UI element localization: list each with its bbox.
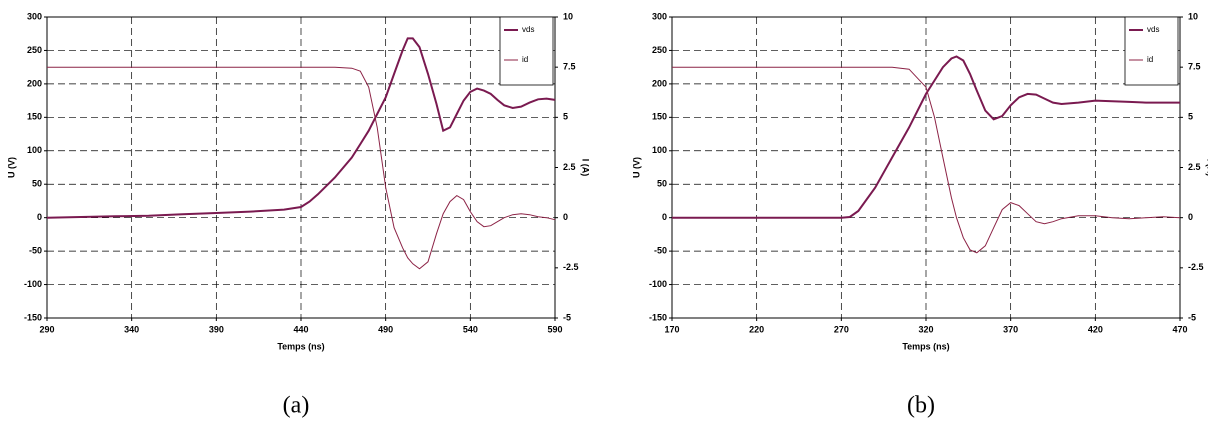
x-axis-title: Temps (ns) — [277, 341, 324, 351]
y-tick-label: -100 — [649, 279, 667, 289]
x-tick-label: 320 — [918, 324, 933, 334]
x-tick-label: 290 — [39, 324, 54, 334]
y2-tick-label: 2.5 — [563, 162, 576, 172]
x-tick-label: 220 — [749, 324, 764, 334]
y-tick-label: 300 — [652, 11, 667, 21]
y2-tick-label: 0 — [563, 212, 568, 222]
y2-axis-title: I (A) — [1206, 159, 1208, 177]
x-tick-label: 370 — [1003, 324, 1018, 334]
y-tick-label: 50 — [657, 179, 667, 189]
y-tick-label: 250 — [27, 45, 42, 55]
legend-label: vds — [1147, 25, 1159, 34]
y-tick-label: 150 — [652, 112, 667, 122]
x-tick-label: 470 — [1172, 324, 1187, 334]
series-line — [672, 66, 1181, 254]
y-tick-label: -50 — [29, 245, 42, 255]
y2-tick-label: -2.5 — [563, 262, 579, 272]
y-tick-label: -150 — [24, 312, 42, 322]
legend-box — [1124, 16, 1179, 86]
y-tick-label: 0 — [37, 212, 42, 222]
y2-axis-title: I (A) — [581, 159, 591, 177]
series-line — [46, 37, 556, 219]
y-tick-label: 150 — [27, 112, 42, 122]
y2-tick-label: 2.5 — [1188, 162, 1201, 172]
y-tick-label: 0 — [662, 212, 667, 222]
y-tick-label: 100 — [652, 145, 667, 155]
y-tick-label: 50 — [32, 179, 42, 189]
y2-tick-label: 7.5 — [1188, 62, 1201, 72]
plot-frame — [671, 16, 1181, 319]
x-tick-label: 170 — [664, 324, 679, 334]
y-tick-label: 300 — [27, 11, 42, 21]
x-tick-label: 390 — [209, 324, 224, 334]
legend-label: id — [522, 55, 528, 64]
x-axis-title: Temps (ns) — [902, 341, 949, 351]
series-line — [672, 55, 1180, 219]
y-tick-label: -100 — [24, 279, 42, 289]
series-line — [47, 66, 556, 270]
y2-tick-label: 5 — [563, 112, 568, 122]
legend-label: vds — [522, 25, 534, 34]
y-axis-title: U (V) — [6, 157, 16, 178]
plot-frame — [46, 16, 556, 319]
y2-tick-label: -5 — [1188, 312, 1196, 322]
y-axis-title: U (V) — [631, 157, 641, 178]
y2-tick-label: 10 — [563, 11, 573, 21]
y-tick-label: -150 — [649, 312, 667, 322]
x-tick-label: 490 — [378, 324, 393, 334]
x-tick-label: 590 — [547, 324, 562, 334]
x-tick-label: 540 — [463, 324, 478, 334]
x-tick-label: 420 — [1088, 324, 1103, 334]
y-tick-label: 200 — [27, 78, 42, 88]
x-tick-label: 270 — [834, 324, 849, 334]
legend-box — [499, 16, 554, 86]
x-tick-label: 340 — [124, 324, 139, 334]
y2-tick-label: 7.5 — [563, 62, 576, 72]
y-tick-label: 200 — [652, 78, 667, 88]
y2-tick-label: 10 — [1188, 11, 1198, 21]
y-tick-label: -50 — [654, 245, 667, 255]
y2-tick-label: 0 — [1188, 212, 1193, 222]
legend-label: id — [1147, 55, 1153, 64]
y-tick-label: 250 — [652, 45, 667, 55]
y-tick-label: 100 — [27, 145, 42, 155]
y2-tick-label: 5 — [1188, 112, 1193, 122]
caption: (a) — [283, 393, 310, 419]
x-tick-label: 440 — [293, 324, 308, 334]
y2-tick-label: -2.5 — [1188, 262, 1204, 272]
caption: (b) — [907, 393, 935, 419]
y2-tick-label: -5 — [563, 312, 571, 322]
